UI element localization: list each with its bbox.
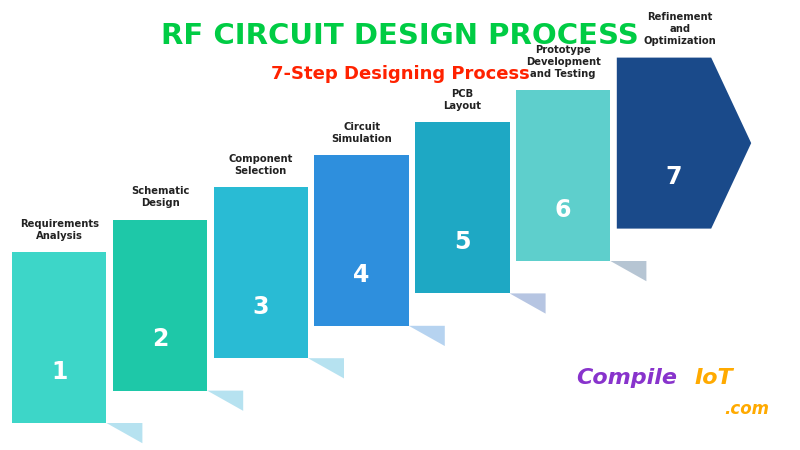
Bar (314, 155, 409, 326)
Text: Prototype
Development
and Testing: Prototype Development and Testing (526, 45, 601, 79)
Bar (516, 90, 610, 261)
Polygon shape (510, 293, 546, 314)
Text: 6: 6 (555, 198, 571, 222)
Text: Refinement
and
Optimization: Refinement and Optimization (644, 12, 716, 46)
Text: 4: 4 (354, 262, 370, 287)
Text: Compile: Compile (576, 368, 677, 388)
Polygon shape (610, 261, 646, 281)
Text: RF CIRCUIT DESIGN PROCESS: RF CIRCUIT DESIGN PROCESS (161, 22, 639, 50)
Polygon shape (207, 391, 243, 411)
Text: Component
Selection: Component Selection (229, 154, 293, 176)
Text: PCB
Layout: PCB Layout (443, 89, 482, 111)
Bar (12, 252, 106, 423)
Text: Schematic
Design: Schematic Design (131, 186, 189, 208)
Bar (113, 220, 207, 391)
Text: 1: 1 (51, 360, 67, 384)
Polygon shape (409, 326, 445, 346)
Text: IoT: IoT (694, 368, 733, 388)
Bar (415, 122, 510, 293)
Text: Requirements
Analysis: Requirements Analysis (20, 219, 98, 241)
Text: .com: .com (724, 400, 769, 418)
Text: 2: 2 (152, 327, 168, 351)
Polygon shape (308, 358, 344, 378)
Text: 7: 7 (666, 165, 682, 189)
Text: 5: 5 (454, 230, 470, 254)
Polygon shape (617, 58, 751, 229)
Text: 3: 3 (253, 295, 269, 319)
Text: Circuit
Simulation: Circuit Simulation (331, 122, 392, 144)
Text: 7-Step Designing Process: 7-Step Designing Process (270, 65, 530, 83)
Bar (214, 187, 308, 358)
Polygon shape (106, 423, 142, 443)
